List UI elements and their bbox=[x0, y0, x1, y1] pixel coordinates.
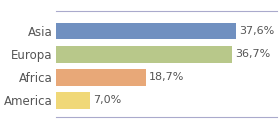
Text: 7,0%: 7,0% bbox=[93, 95, 121, 105]
Text: 18,7%: 18,7% bbox=[149, 72, 184, 82]
Bar bbox=[56, 69, 146, 86]
Bar bbox=[56, 46, 232, 63]
Bar bbox=[56, 23, 236, 39]
Text: 37,6%: 37,6% bbox=[239, 26, 274, 36]
Bar bbox=[56, 92, 90, 109]
Text: 36,7%: 36,7% bbox=[235, 49, 270, 59]
